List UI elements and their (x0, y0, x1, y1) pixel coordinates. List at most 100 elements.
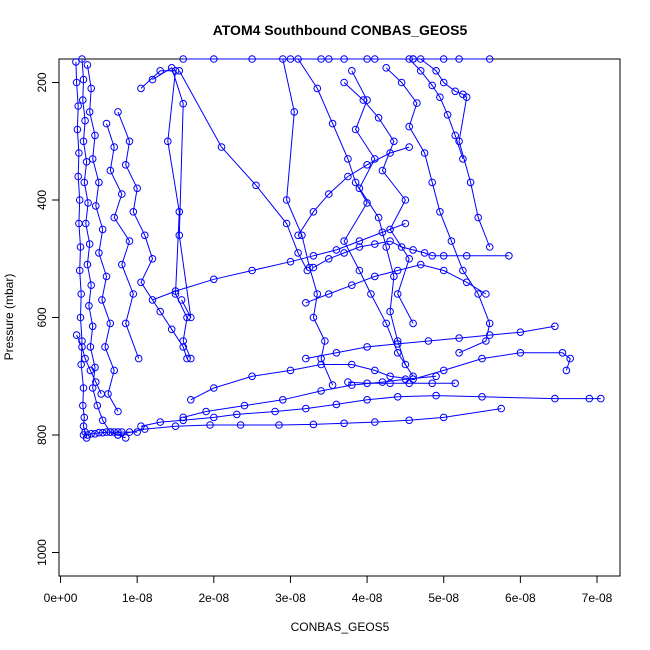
x-axis-label: CONBAS_GEOS5 (291, 620, 390, 634)
data-point (175, 67, 184, 75)
data-point (597, 394, 605, 403)
data-point (125, 237, 134, 245)
data-point (97, 390, 105, 398)
data-point (118, 260, 126, 269)
data-point (85, 240, 94, 248)
data-layer (72, 55, 605, 442)
data-point (87, 84, 95, 93)
series-19 (294, 143, 414, 240)
data-point (88, 155, 97, 163)
data-point (106, 428, 115, 436)
data-point (271, 407, 279, 416)
series-line (282, 58, 334, 386)
data-point (317, 360, 325, 369)
data-point (294, 55, 302, 63)
series-line (140, 395, 601, 427)
data-point (114, 407, 122, 416)
data-point (325, 190, 333, 198)
data-point (405, 379, 414, 388)
data-point (317, 55, 325, 63)
data-point (101, 343, 109, 351)
data-point (290, 108, 299, 116)
data-point (348, 360, 356, 369)
data-point (171, 422, 180, 431)
data-point (455, 137, 463, 146)
data-point (86, 343, 95, 351)
x-tick-label: 6e-08 (505, 591, 536, 605)
series-3 (83, 61, 122, 416)
data-point (355, 243, 364, 251)
data-point (141, 231, 149, 240)
data-point (79, 96, 87, 104)
data-point (73, 125, 82, 134)
data-point (141, 425, 149, 433)
data-point (428, 252, 437, 260)
data-point (72, 331, 81, 339)
x-tick-label: 0e+00 (44, 591, 78, 605)
series-22 (302, 322, 559, 363)
series-line (297, 58, 414, 377)
data-point (248, 266, 256, 275)
data-point (451, 131, 460, 140)
data-point (179, 99, 187, 108)
data-point (125, 428, 134, 436)
data-point (462, 278, 471, 287)
series-line (408, 58, 464, 160)
data-point (405, 254, 414, 263)
data-point (78, 55, 86, 63)
data-point (77, 290, 85, 298)
data-point (248, 372, 256, 381)
data-point (474, 213, 483, 222)
data-point (302, 299, 310, 307)
data-point (137, 278, 145, 287)
series-line (106, 123, 140, 359)
data-point (401, 219, 410, 228)
data-point (79, 384, 88, 392)
data-point (110, 213, 118, 222)
data-point (363, 396, 371, 404)
x-tick-label: 7e-08 (582, 591, 613, 605)
data-point (485, 331, 494, 339)
data-point (371, 366, 379, 375)
data-point (551, 322, 559, 331)
y-axis-label: Pressure (mbar) (2, 274, 16, 361)
data-point (351, 178, 360, 187)
series-10 (279, 55, 337, 389)
data-point (447, 237, 456, 245)
series-line (117, 408, 502, 436)
data-point (505, 252, 513, 260)
data-point (87, 281, 95, 290)
data-point (133, 428, 141, 436)
data-point (351, 125, 360, 134)
series-26 (114, 404, 506, 439)
data-point (179, 343, 187, 351)
data-point (416, 67, 425, 75)
data-point (286, 55, 295, 63)
data-point (462, 93, 471, 101)
data-point (79, 431, 88, 439)
data-point (371, 55, 379, 63)
x-axis: 0e+00 1e-08 2e-08 3e-08 4e-08 5e-08 6e-08 7e-08 (44, 575, 613, 605)
data-point (367, 290, 375, 298)
y-tick-label: 400 (35, 190, 49, 210)
data-point (393, 393, 402, 401)
series-16 (405, 55, 467, 163)
data-point (102, 119, 111, 128)
data-point (80, 178, 89, 187)
data-point (363, 343, 371, 351)
data-point (432, 391, 440, 400)
data-point (286, 366, 295, 375)
data-point (374, 213, 383, 222)
data-point (397, 78, 406, 87)
data-point (390, 137, 398, 146)
data-point (439, 366, 448, 375)
data-point (321, 337, 329, 345)
data-point (416, 260, 425, 269)
data-point (485, 319, 494, 328)
data-point (332, 349, 341, 357)
data-point (84, 199, 92, 207)
series-11 (294, 55, 417, 381)
data-point (585, 394, 594, 403)
data-point (309, 252, 318, 260)
data-point (317, 387, 325, 395)
